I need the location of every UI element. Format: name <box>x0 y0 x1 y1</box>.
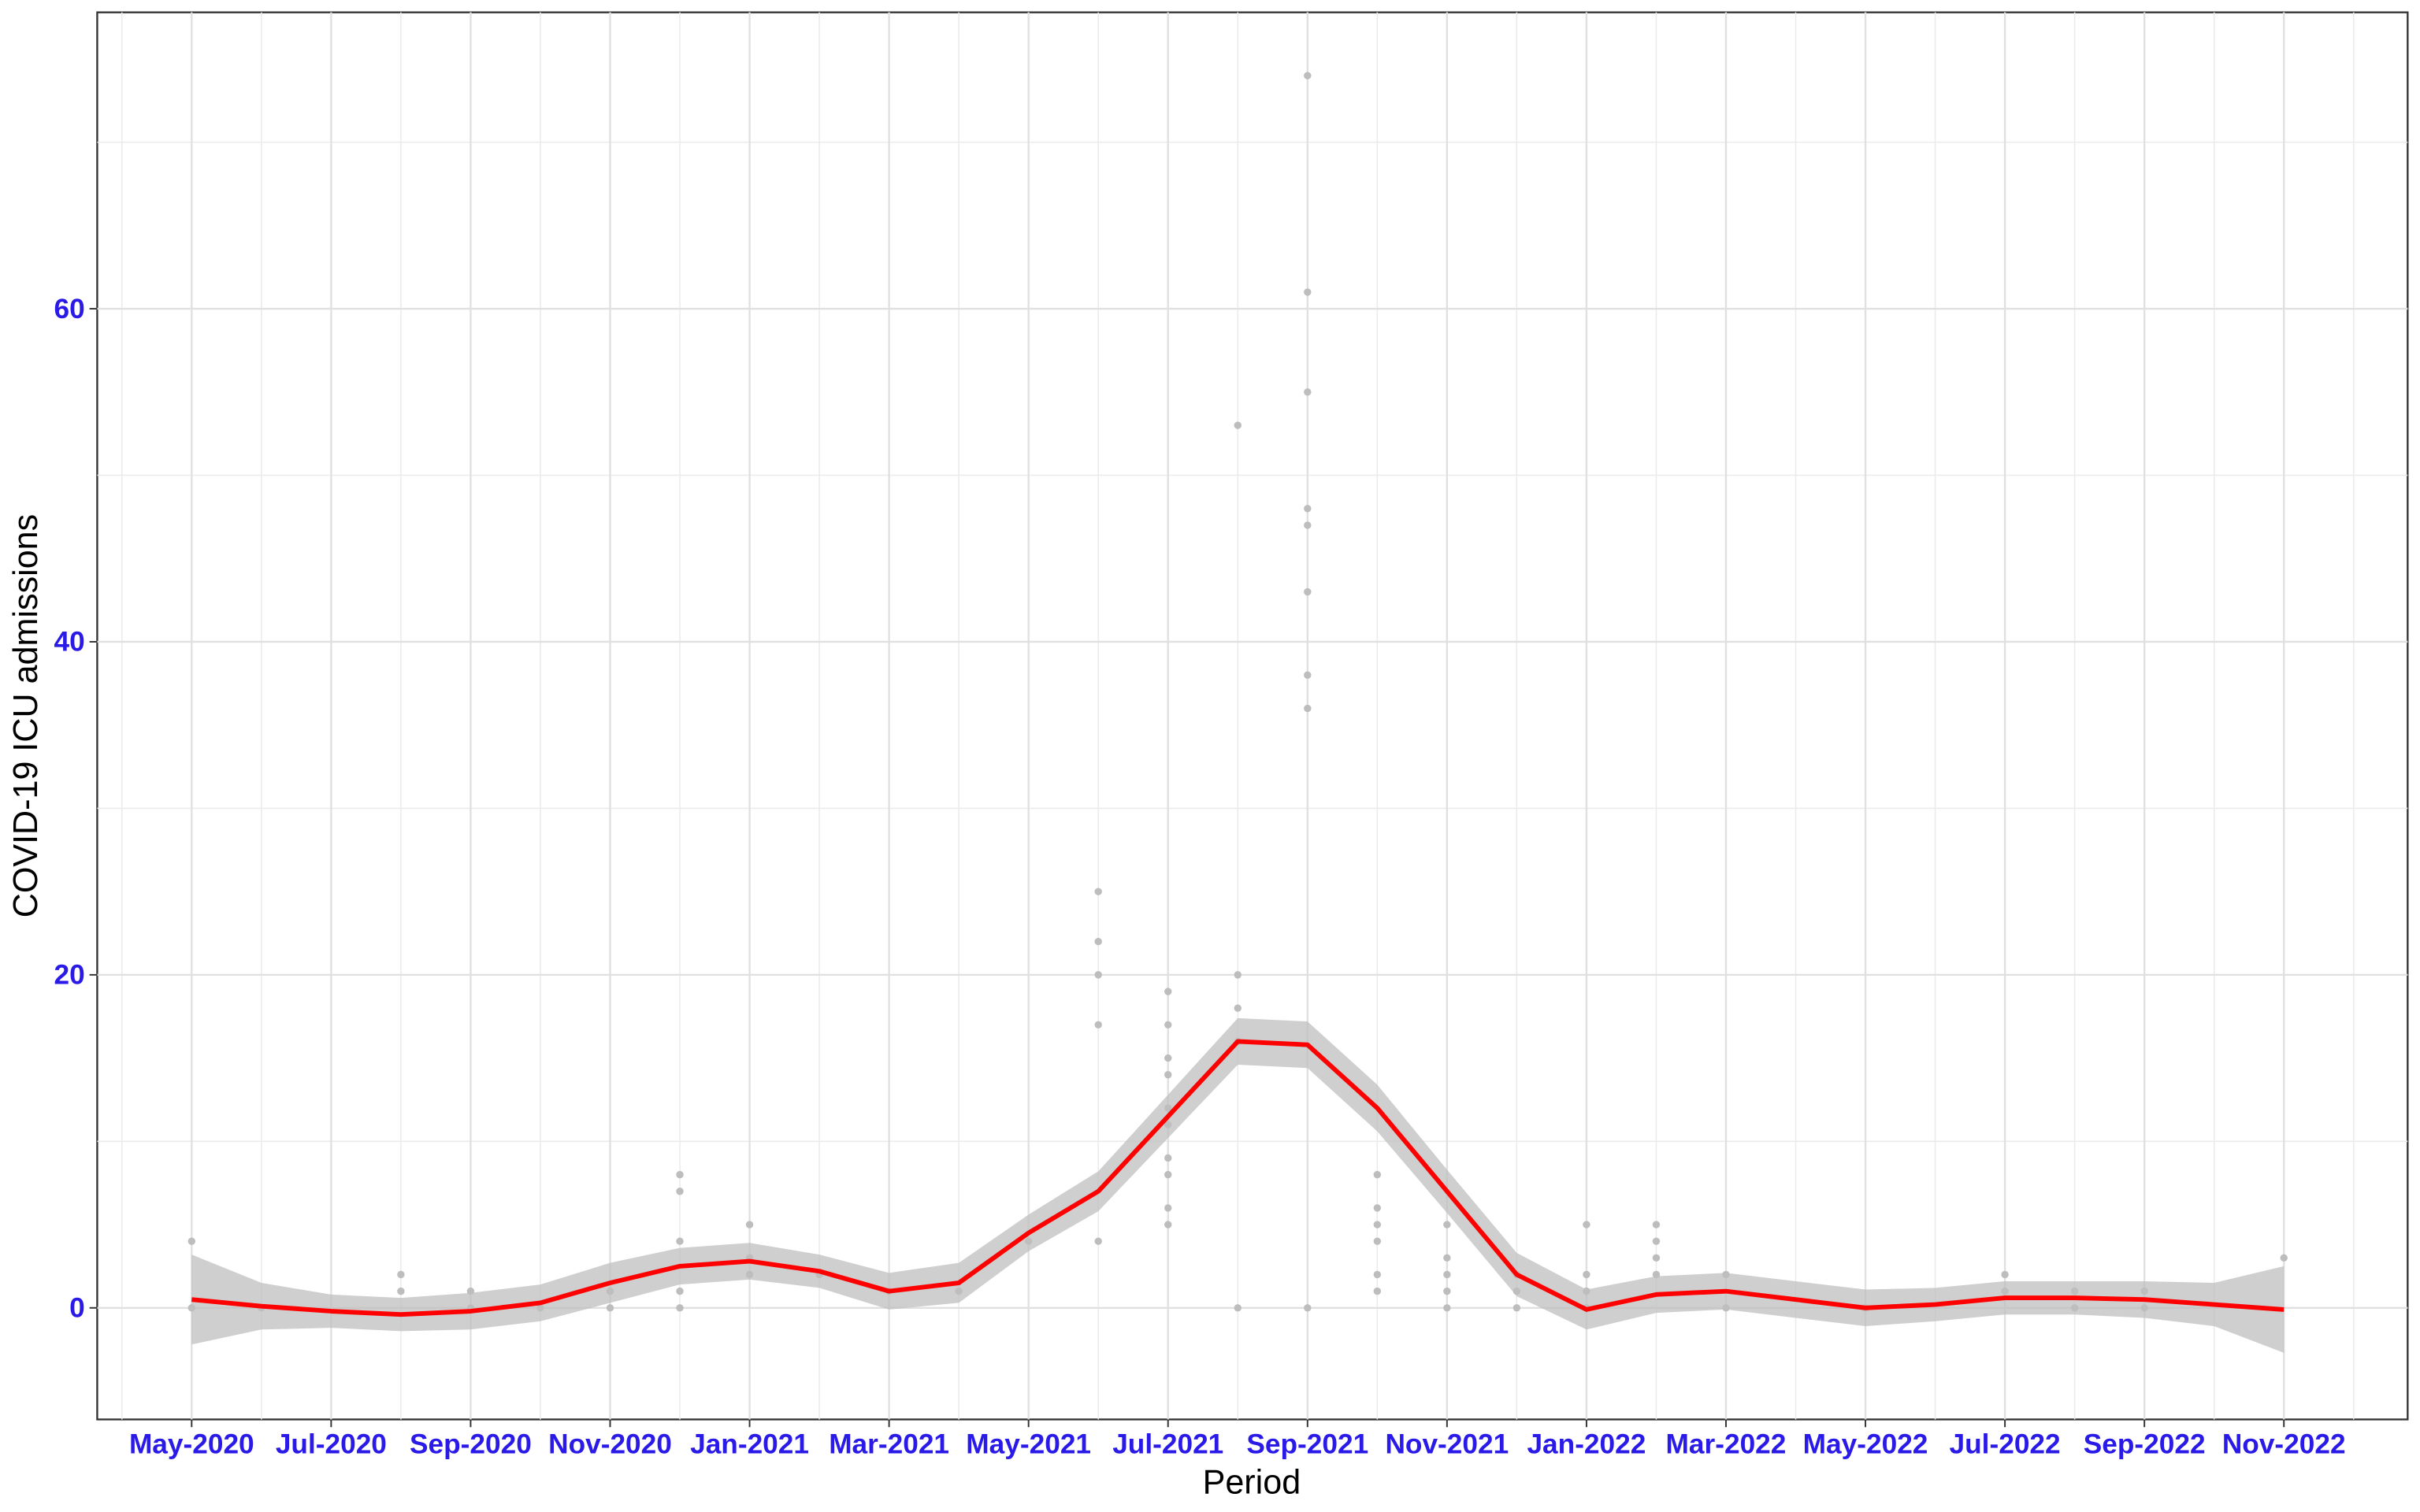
data-point <box>1164 1170 1172 1179</box>
data-point <box>1234 1304 1242 1312</box>
x-tick-label: Nov-2020 <box>548 1429 672 1460</box>
x-tick-label: Sep-2022 <box>2084 1429 2206 1460</box>
data-point <box>1304 704 1312 713</box>
data-point <box>1373 1270 1382 1279</box>
x-tick-label: Jan-2021 <box>690 1429 809 1460</box>
y-tick-label: 20 <box>54 960 85 991</box>
data-point <box>676 1188 684 1195</box>
data-point <box>1304 388 1312 396</box>
data-point <box>1652 1237 1661 1245</box>
data-point <box>1583 1221 1590 1228</box>
data-point <box>1304 72 1312 80</box>
data-point <box>1304 521 1312 529</box>
x-tick-label: Sep-2020 <box>410 1429 532 1460</box>
x-tick-label: Nov-2021 <box>1385 1429 1509 1460</box>
y-tick-label: 40 <box>54 627 85 658</box>
data-point <box>1164 1071 1172 1079</box>
data-point <box>676 1304 684 1312</box>
data-point <box>397 1270 405 1279</box>
data-point <box>1443 1270 1451 1279</box>
data-point <box>1373 1221 1382 1228</box>
data-point <box>187 1237 196 1245</box>
data-point <box>1373 1204 1382 1212</box>
data-point <box>1164 1221 1172 1228</box>
data-point <box>1164 1204 1172 1212</box>
data-point <box>676 1287 684 1295</box>
data-point <box>1512 1304 1521 1312</box>
data-point <box>1304 587 1312 596</box>
x-tick-label: Nov-2022 <box>2222 1429 2346 1460</box>
data-point <box>1094 1237 1102 1245</box>
panel <box>96 11 2409 1421</box>
data-point <box>1234 971 1242 979</box>
x-axis-title: Period <box>1203 1463 1301 1501</box>
x-tick-label: Jul-2020 <box>276 1429 387 1460</box>
data-point <box>1652 1221 1661 1228</box>
data-point <box>1373 1237 1382 1245</box>
x-tick-label: Sep-2021 <box>1246 1429 1368 1460</box>
data-point <box>1234 421 1242 429</box>
x-tick-label: Jul-2022 <box>1950 1429 2061 1460</box>
data-point <box>1094 1021 1102 1029</box>
data-point <box>1652 1254 1661 1262</box>
data-point <box>676 1170 684 1179</box>
x-tick-label: May-2022 <box>1803 1429 1928 1460</box>
data-point <box>1304 671 1312 679</box>
data-point <box>1304 505 1312 513</box>
x-tick-label: Jan-2022 <box>1527 1429 1646 1460</box>
data-point <box>1583 1270 1590 1279</box>
smooth-line <box>191 1039 2285 1317</box>
x-tick-label: May-2021 <box>966 1429 1091 1460</box>
y-tick-label: 60 <box>54 294 85 324</box>
x-tick-label: May-2020 <box>129 1429 254 1460</box>
y-axis-title: COVID-19 ICU admissions <box>7 514 45 917</box>
data-point <box>1164 988 1172 995</box>
data-point <box>1304 288 1312 296</box>
data-point <box>1164 1154 1172 1162</box>
x-tick-label: Mar-2022 <box>1666 1429 1787 1460</box>
confidence-band <box>191 1017 2285 1353</box>
data-point <box>1164 1054 1172 1062</box>
data-point <box>1373 1287 1382 1295</box>
data-point <box>1373 1170 1382 1179</box>
data-point <box>2280 1254 2288 1262</box>
data-point <box>1094 937 1102 946</box>
data-point <box>1234 1004 1242 1012</box>
data-point <box>1094 971 1102 979</box>
y-tick-label: 0 <box>69 1293 85 1324</box>
data-point <box>676 1237 684 1245</box>
data-point <box>1304 1304 1312 1312</box>
data-point <box>1443 1221 1451 1228</box>
data-point <box>2001 1270 2009 1279</box>
data-point <box>1443 1287 1451 1295</box>
x-tick-label: Mar-2021 <box>829 1429 949 1460</box>
data-point <box>1094 888 1102 895</box>
data-point <box>745 1221 754 1228</box>
x-tick-label: Jul-2021 <box>1112 1429 1223 1460</box>
data-point <box>1443 1254 1451 1262</box>
data-point <box>397 1287 405 1295</box>
data-point <box>1443 1304 1451 1312</box>
data-point <box>606 1304 614 1312</box>
data-point <box>1164 1021 1172 1029</box>
